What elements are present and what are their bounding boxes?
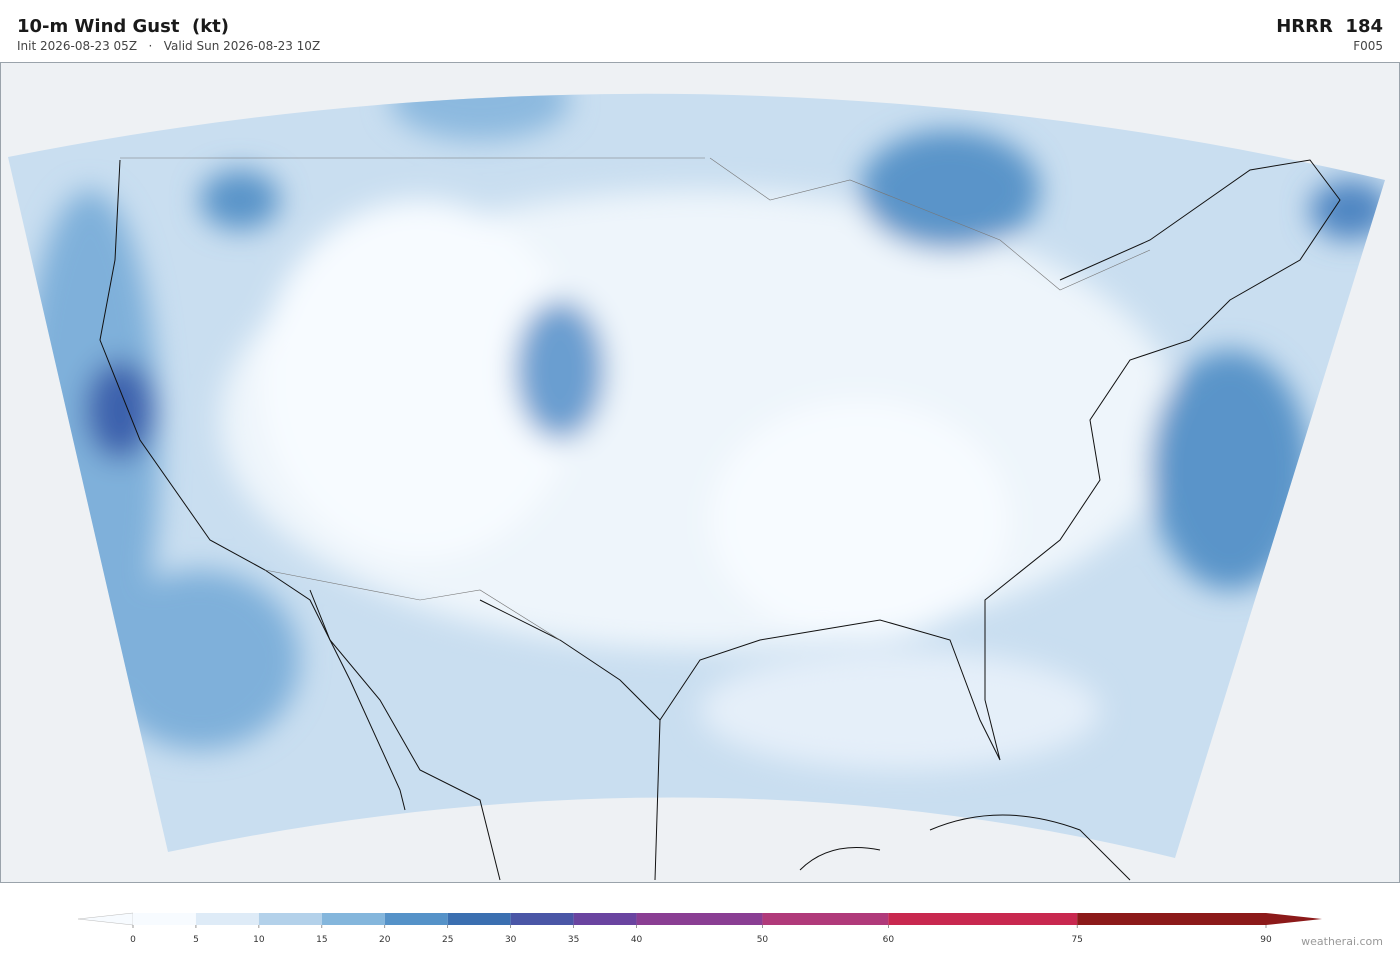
colorbar-tick-label: 10 xyxy=(253,935,265,945)
colorbar-extend-high xyxy=(1266,913,1322,925)
colorbar-tick-label: 90 xyxy=(1260,935,1272,945)
colorbar-tick-label: 20 xyxy=(379,935,391,945)
credit: weatherai.com xyxy=(1301,935,1383,948)
colorbar-tick-label: 60 xyxy=(883,935,895,945)
colorbar-segment xyxy=(321,913,385,925)
colorbar-segment xyxy=(195,913,259,925)
colorbar-segment xyxy=(133,913,196,925)
colorbar-segment xyxy=(888,913,1078,925)
colorbar-tick-label: 15 xyxy=(316,935,327,945)
colorbar-segment xyxy=(384,913,448,925)
borders xyxy=(120,157,1151,641)
colorbar-segment xyxy=(447,913,511,925)
colorbar-tick-label: 50 xyxy=(757,935,769,945)
forecast-hour: F005 xyxy=(1353,39,1383,53)
colorbar: 0 5 10 15 20 25 30 35 40 50 60 75 90 xyxy=(77,912,1322,945)
colorbar-segment xyxy=(762,913,889,925)
colorbar-segment xyxy=(636,913,763,925)
colorbar-segment xyxy=(258,913,322,925)
colorbar-segment xyxy=(510,913,574,925)
colorbar-extend-low xyxy=(77,912,134,926)
coastlines xyxy=(99,159,1341,881)
gust-field xyxy=(8,93,1385,859)
colorbar-tick-label: 40 xyxy=(631,935,643,945)
colorbar-tick-label: 75 xyxy=(1071,935,1082,945)
colorbar-tick-label: 35 xyxy=(568,935,579,945)
colorbar-segment xyxy=(1077,913,1266,925)
colorbar-tick-label: 25 xyxy=(442,935,453,945)
colorbar-tick-label: 5 xyxy=(193,935,199,945)
title: 10-m Wind Gust (kt) xyxy=(17,16,230,37)
colorbar-tick-label: 0 xyxy=(130,935,136,945)
colorbar-tick-label: 30 xyxy=(505,935,517,945)
subtitle: Init 2026-08-23 05Z · Valid Sun 2026-08-… xyxy=(17,39,321,53)
colorbar-segment xyxy=(573,913,637,925)
model: HRRR 184 xyxy=(1276,16,1383,37)
